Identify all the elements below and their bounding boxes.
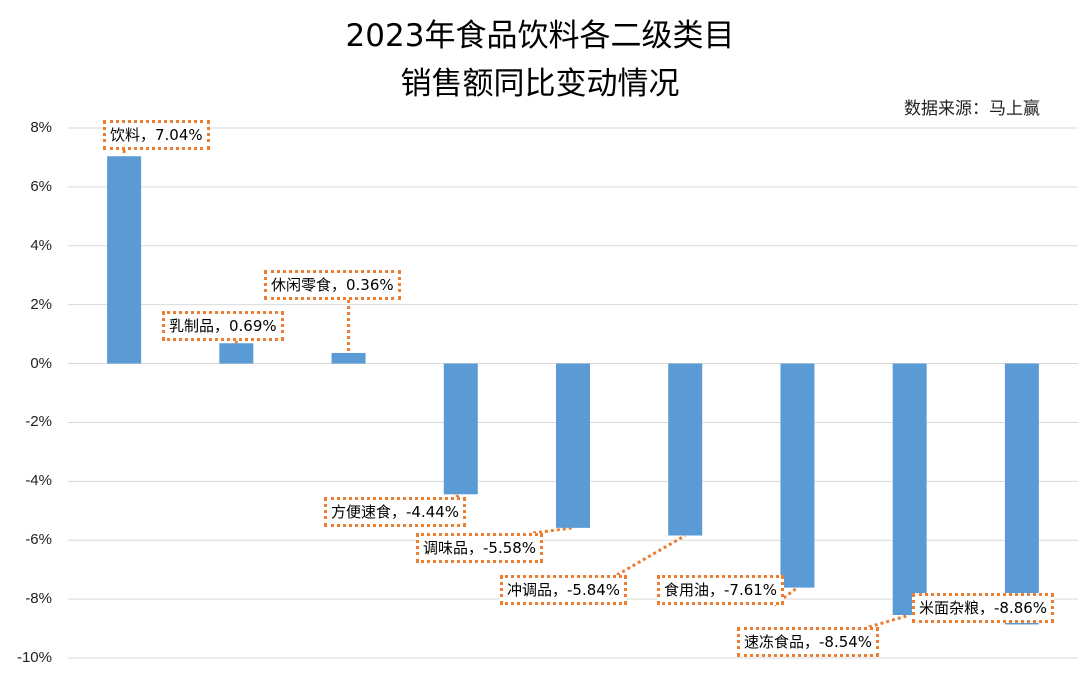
data-label: 方便速食，-4.44%: [324, 497, 467, 527]
bar: [780, 363, 815, 588]
bar: [219, 343, 254, 364]
bar: [331, 352, 366, 364]
label-leader: [868, 613, 911, 629]
label-leader: [532, 526, 574, 535]
bar: [1004, 363, 1039, 625]
bars: [107, 156, 1039, 625]
y-tick-label: 2%: [30, 295, 52, 313]
bar: [892, 363, 927, 616]
y-tick-label: -6%: [25, 531, 52, 549]
chart-title-line-1: 2023年食品饮料各二级类目: [345, 18, 735, 54]
y-tick-label: -8%: [25, 590, 52, 608]
y-tick-label: 6%: [30, 177, 52, 195]
y-tick-label: -10%: [16, 649, 52, 666]
data-label: 食用油，-7.61%: [657, 575, 785, 605]
data-label: 调味品，-5.58%: [416, 533, 544, 563]
label-leader: [773, 586, 799, 607]
label-leaders: [122, 150, 1024, 629]
label-leader: [616, 534, 686, 577]
data-label: 速冻食品，-8.54%: [737, 627, 880, 657]
data-label: 乳制品，0.69%: [162, 311, 284, 341]
data-label: 冲调品，-5.84%: [500, 575, 628, 605]
y-tick-label: 0%: [30, 354, 52, 372]
label-leader: [455, 492, 462, 499]
y-tick-label: -2%: [25, 413, 52, 431]
y-tick-label: 8%: [30, 119, 52, 136]
chart-title-line-2: 销售额同比变动情况: [400, 66, 680, 102]
data-label: 休闲零食，0.36%: [264, 270, 401, 300]
bar: [107, 156, 142, 364]
source-note: 数据来源：马上赢: [904, 99, 1040, 119]
bar: [668, 363, 703, 536]
data-label: 饮料，7.04%: [103, 120, 210, 150]
y-tick-label: -4%: [25, 472, 52, 490]
y-tick-label: 4%: [30, 236, 52, 254]
bar: [556, 363, 590, 528]
data-label: 米面杂粮，-8.86%: [912, 593, 1055, 623]
bar: [443, 363, 478, 495]
